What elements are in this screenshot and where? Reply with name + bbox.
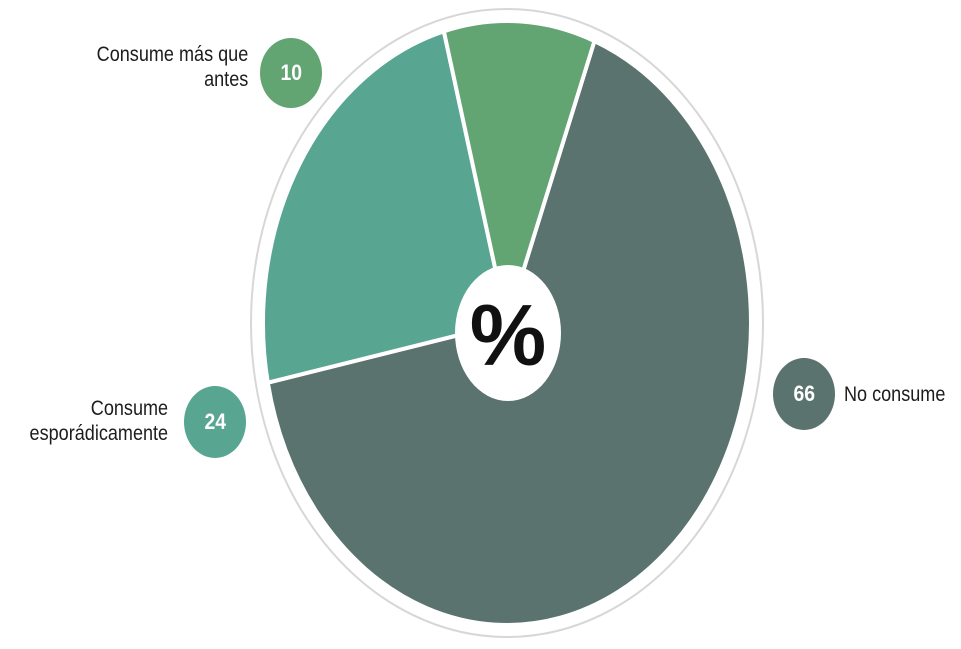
slice-value-badge-66: 66 (773, 358, 835, 430)
slice-value-badge-24: 24 (184, 386, 246, 458)
slice-label-consume-mas-que-antes: Consume más que antes (96, 42, 248, 92)
pie-slice-24 (261, 29, 509, 385)
slice-label-no-consume: No consume (844, 382, 945, 407)
pie-slice-10 (441, 19, 597, 325)
slice-label-line: Consume (90, 397, 168, 420)
slice-label-consume-esporadicamente: Consume esporádicamente (29, 396, 168, 446)
slice-label-line: antes (203, 68, 248, 91)
slice-value-badge-10: 10 (260, 38, 322, 108)
pie-center-hole (455, 265, 561, 401)
slice-label-line: esporádicamente (29, 422, 168, 445)
slice-label-line: No consume (844, 383, 946, 406)
slice-label-line: Consume más que (96, 43, 248, 66)
